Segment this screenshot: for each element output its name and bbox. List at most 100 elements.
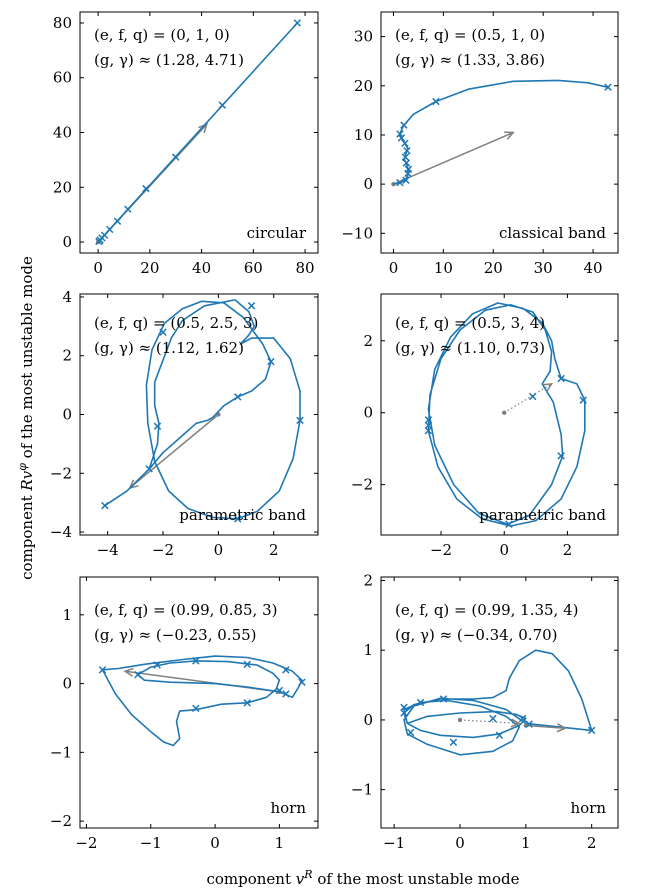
x-tick-label: −4 [97,541,119,559]
subplot-2: 0 10 20 30 40 −10 0 10 20 30 (e, f, q) = (0.5, 1, … [341,11,619,277]
mode-arrow-head [542,383,554,392]
band-label: parametric band [479,506,606,524]
data-marker [100,231,109,239]
subplot-5: −2 −1 0 1 −2 −1 0 1 (e, f, q) = (0.99, 0.85, 3) (… [50,576,319,852]
mode-arrow-head [504,131,515,140]
x-tick-label: 0 [210,834,220,852]
params-annotation: (e, f, q) = (0.99, 1.35, 4) [395,601,579,619]
x-tick-label: 60 [244,259,263,277]
mode-trajectory [101,655,303,747]
y-tick-label: 1 [62,606,72,624]
plot-area [101,299,304,523]
data-marker [397,134,406,142]
data-marker [243,660,251,669]
data-marker [396,178,404,187]
data-marker [525,720,533,728]
x-tick-label: 0 [93,259,103,277]
plot-area [400,649,596,756]
data-marker [101,501,109,510]
data-marker [159,328,167,336]
data-marker [579,396,587,404]
data-marker [98,666,107,674]
data-marker [489,714,497,723]
data-marker [604,83,612,91]
mode-trajectory [427,302,586,527]
x-tick-label: 40 [192,259,211,277]
data-marker [192,657,200,665]
plot-area [98,655,306,747]
y-tick-label: 0 [62,406,72,424]
data-marker [192,704,200,713]
y-tick-label: 20 [53,178,72,196]
data-marker [218,101,227,109]
data-marker [432,97,440,106]
data-marker [518,714,527,723]
growth-annotation: (g, γ) ≈ (1.33, 3.86) [395,51,545,69]
band-label: parametric band [179,506,306,524]
x-tick-label: 10 [434,259,453,277]
band-label: classical band [499,224,606,242]
mode-arrow [503,383,552,414]
origin-dot [457,717,463,723]
x-tick-label: 80 [296,259,315,277]
x-tick-label: 2 [563,541,573,559]
plot-area [424,302,587,528]
y-tick-label: 0 [363,711,373,729]
band-label: circular [247,224,307,242]
y-tick-label: 10 [354,126,373,144]
y-tick-label: 2 [62,347,72,365]
y-tick-label: 0 [363,404,373,422]
origin-dot [391,181,396,187]
x-tick-label: −2 [152,541,174,559]
mode-arrow [393,131,514,185]
data-marker [106,225,114,234]
mode-arrow-head [510,718,521,728]
y-tick-label: −10 [341,224,373,242]
y-tick-label: −1 [50,743,72,761]
x-tick-label: 20 [484,259,503,277]
data-marker [171,153,180,161]
data-marker [293,19,302,27]
data-marker [247,302,256,310]
data-marker [282,690,290,698]
data-marker [113,217,122,225]
y-tick-label: 40 [53,124,72,142]
plot-frame [79,576,319,829]
data-marker [234,515,242,523]
y-tick-label: 2 [363,332,373,350]
x-tick-label: 1 [275,834,285,852]
data-marker [528,392,537,401]
x-tick-label: 0 [499,541,509,559]
data-marker [400,703,408,712]
data-marker [145,465,153,473]
data-marker [134,670,142,679]
data-marker [400,121,408,129]
y-tick-label: 80 [53,14,72,32]
data-marker [243,699,251,707]
y-tick-label: 4 [62,288,72,306]
y-tick-label: −2 [50,812,72,830]
data-marker [400,709,408,717]
plot-area [391,79,612,187]
data-marker [234,393,242,401]
data-marker [401,139,409,148]
data-marker [495,731,504,739]
data-marker [124,205,132,213]
x-tick-label: 2 [269,541,279,559]
y-tick-label: 0 [363,175,373,193]
data-marker [587,726,596,735]
growth-annotation: (g, γ) ≈ (1.28, 4.71) [94,51,244,69]
data-marker [142,184,150,193]
y-tick-label: 0 [62,233,72,251]
plot-frame [380,293,619,536]
x-tick-label: 30 [534,259,553,277]
mode-trajectory [104,299,301,520]
y-tick-label: 30 [354,28,373,46]
data-marker [296,416,304,425]
x-axis-label: component vR of the most unstable mode [206,868,519,889]
band-label: horn [270,799,306,817]
data-marker [282,666,290,674]
mode-arrow-solid [525,724,566,730]
